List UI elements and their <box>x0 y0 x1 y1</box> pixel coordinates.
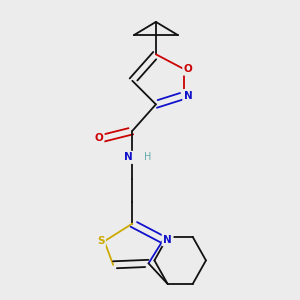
Text: O: O <box>184 64 193 74</box>
Text: N: N <box>124 152 132 162</box>
Text: N: N <box>163 235 172 245</box>
Text: H: H <box>144 152 152 162</box>
Text: N: N <box>184 91 193 100</box>
Text: S: S <box>97 236 104 246</box>
Text: O: O <box>94 133 103 143</box>
